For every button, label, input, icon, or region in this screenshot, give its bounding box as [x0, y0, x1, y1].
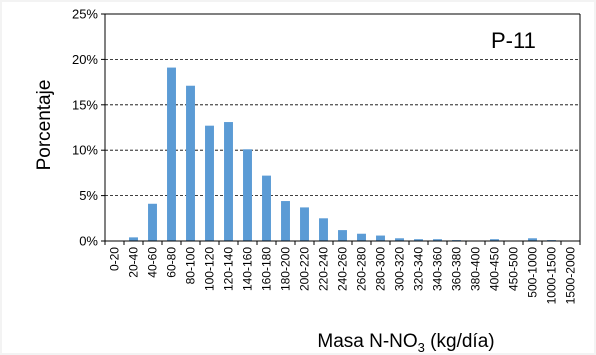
- x-tick-label: 340-360: [431, 247, 445, 291]
- axes: [101, 13, 581, 245]
- bar: [243, 149, 252, 241]
- x-axis-title-subscript: 3: [418, 340, 425, 353]
- x-tick-label: 160-180: [260, 247, 274, 291]
- bar: [338, 230, 347, 241]
- y-tick-label: 25%: [72, 7, 98, 22]
- bar: [205, 125, 214, 241]
- x-tick-label: 450-500: [507, 247, 521, 291]
- x-tick-label: 300-320: [393, 247, 407, 291]
- bar: [167, 67, 176, 242]
- x-tick-label: 500-1000: [526, 247, 540, 298]
- x-tick-label: 120-140: [222, 247, 236, 291]
- x-tick-label: 80-100: [184, 247, 198, 285]
- x-tick-label: 180-200: [279, 247, 293, 291]
- x-tick-label: 240-260: [336, 247, 350, 291]
- x-tick-label: 280-300: [374, 247, 388, 291]
- x-tick-label: 260-280: [355, 247, 369, 291]
- y-tick-label: 20%: [72, 52, 98, 67]
- x-tick-label: 40-60: [146, 247, 160, 278]
- bar: [148, 203, 157, 241]
- x-tick-label: 140-160: [241, 247, 255, 291]
- bar: [395, 238, 404, 241]
- y-tick-label: 10%: [72, 143, 98, 158]
- x-tick-label: 380-400: [469, 247, 483, 291]
- bar: [528, 238, 537, 241]
- x-axis-title-main: Masa N-NO: [317, 331, 417, 352]
- bar: [319, 218, 328, 241]
- x-tick-label: 320-340: [412, 247, 426, 291]
- x-tick-label: 360-380: [450, 247, 464, 291]
- x-tick-label: 0-20: [108, 247, 122, 271]
- x-axis-title-unit: (kg/día): [425, 331, 495, 352]
- x-tick-label: 1000-1500: [545, 247, 559, 305]
- bar: [281, 201, 290, 241]
- x-tick-label: 200-220: [298, 247, 312, 291]
- bar: [433, 239, 442, 241]
- x-tick-label: 60-80: [165, 247, 179, 278]
- x-tick-label: 400-450: [488, 247, 502, 291]
- x-tick-label: 20-40: [127, 247, 141, 278]
- y-tick-labels: 0% 5% 10% 15% 20% 25%: [72, 7, 98, 249]
- bar: [300, 207, 309, 241]
- y-tick-label: 15%: [72, 97, 98, 112]
- bar: [262, 175, 271, 241]
- bar: [129, 237, 138, 241]
- y-tick-label: 0%: [79, 234, 98, 249]
- panel-label: P-11: [491, 28, 536, 53]
- bars: [129, 67, 556, 242]
- x-tick-label: 220-240: [317, 247, 331, 291]
- y-axis-title: Porcentaje: [34, 80, 55, 171]
- bar: [357, 233, 366, 241]
- bar: [186, 85, 195, 242]
- x-tick-labels: 0-20 20-40 40-60 60-80 80-100 100-120 120-140 1…: [108, 247, 578, 305]
- x-tick-label: 1500-2000: [564, 247, 578, 305]
- x-axis-title: Masa N-NO3 (kg/día): [317, 331, 494, 353]
- bar: [224, 122, 233, 241]
- y-tick-label: 5%: [79, 188, 98, 203]
- bar: [376, 235, 385, 241]
- x-tick-label: 100-120: [203, 247, 217, 291]
- bar: [414, 239, 423, 241]
- bar: [490, 239, 499, 241]
